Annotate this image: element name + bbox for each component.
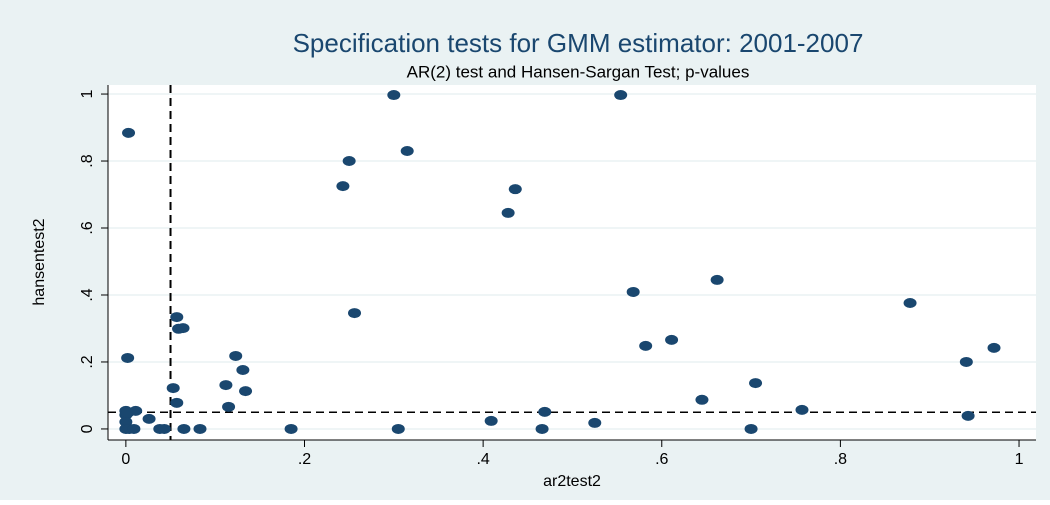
point	[665, 334, 679, 345]
point	[588, 417, 602, 428]
y-tick-label: .4	[79, 288, 96, 301]
point	[193, 423, 207, 434]
point	[127, 423, 141, 434]
point	[484, 415, 498, 426]
y-tick-label: .6	[79, 221, 96, 234]
point	[508, 184, 522, 195]
point	[387, 90, 401, 101]
point	[170, 312, 184, 323]
point	[959, 356, 973, 367]
point	[614, 90, 628, 101]
y-axis-label: hansentest2	[31, 218, 48, 305]
point	[284, 423, 298, 434]
point	[222, 401, 236, 412]
point	[142, 413, 156, 424]
point	[400, 145, 414, 156]
x-tick-label: .6	[655, 451, 668, 468]
point	[535, 423, 549, 434]
x-tick-label: .2	[298, 451, 311, 468]
x-axis-label: ar2test2	[543, 473, 601, 490]
point	[229, 350, 243, 361]
point	[639, 340, 653, 351]
point	[157, 423, 171, 434]
point	[795, 404, 809, 415]
point	[166, 383, 180, 394]
x-tick-label: .8	[834, 451, 847, 468]
chart-title: Specification tests for GMM estimator: 2…	[293, 28, 864, 58]
point	[695, 394, 709, 405]
point	[336, 181, 350, 192]
point	[177, 423, 191, 434]
y-tick-label: .8	[79, 154, 96, 167]
point	[749, 378, 763, 389]
point	[961, 410, 975, 421]
point	[903, 298, 917, 309]
point	[121, 352, 135, 363]
point	[170, 397, 184, 408]
y-tick-label: 1	[79, 89, 96, 98]
x-tick-label: 1	[1015, 451, 1024, 468]
point	[342, 156, 356, 167]
plot-area	[108, 85, 1036, 440]
x-tick-label: 0	[121, 451, 130, 468]
point	[710, 274, 724, 285]
point	[176, 323, 190, 334]
y-tick-label: .2	[79, 355, 96, 368]
point	[501, 207, 515, 218]
point	[626, 286, 640, 297]
point	[744, 423, 758, 434]
point	[987, 342, 1001, 353]
point	[219, 380, 233, 391]
y-tick-label: 0	[79, 424, 96, 433]
point	[538, 406, 552, 417]
point	[236, 365, 250, 376]
x-tick-label: .4	[476, 451, 489, 468]
point	[348, 308, 362, 319]
point	[391, 423, 405, 434]
chart-subtitle: AR(2) test and Hansen-Sargan Test; p-val…	[407, 62, 750, 81]
point	[239, 386, 253, 397]
point	[121, 407, 135, 418]
point	[122, 127, 136, 138]
